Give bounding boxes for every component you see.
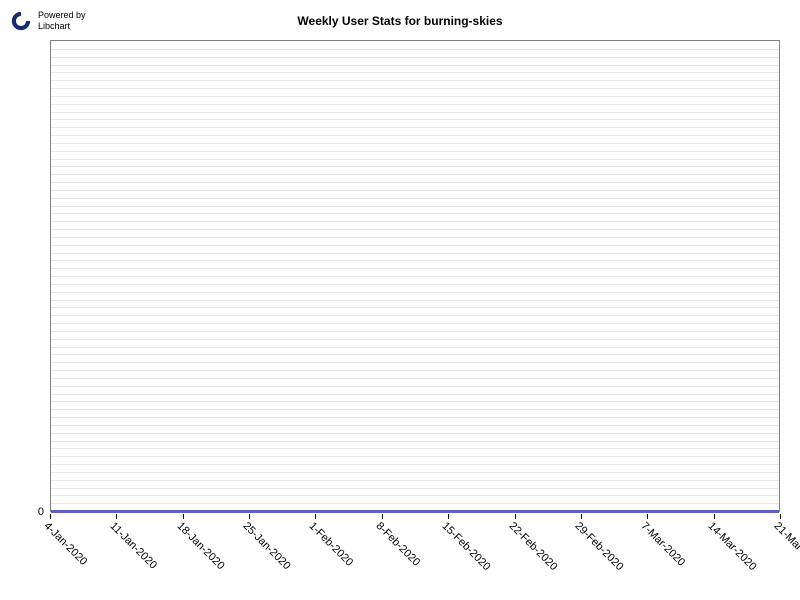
gridline bbox=[51, 503, 779, 504]
gridline bbox=[51, 143, 779, 144]
gridline bbox=[51, 386, 779, 387]
gridline bbox=[51, 323, 779, 324]
x-tick-mark bbox=[515, 514, 516, 519]
x-tick-mark bbox=[448, 514, 449, 519]
gridline bbox=[51, 96, 779, 97]
gridline bbox=[51, 65, 779, 66]
gridline bbox=[51, 88, 779, 89]
x-tick-mark bbox=[714, 514, 715, 519]
gridline bbox=[51, 182, 779, 183]
gridline bbox=[51, 135, 779, 136]
gridline bbox=[51, 448, 779, 449]
gridline bbox=[51, 166, 779, 167]
gridline bbox=[51, 441, 779, 442]
gridline bbox=[51, 104, 779, 105]
x-tick-label: 25-Jan-2020 bbox=[241, 520, 293, 572]
x-tick-mark bbox=[315, 514, 316, 519]
gridline bbox=[51, 112, 779, 113]
gridline bbox=[51, 151, 779, 152]
chart-title: Weekly User Stats for burning-skies bbox=[0, 14, 800, 28]
gridlines bbox=[51, 41, 779, 511]
gridline bbox=[51, 307, 779, 308]
x-tick-mark bbox=[581, 514, 582, 519]
gridline bbox=[51, 456, 779, 457]
plot-frame bbox=[50, 40, 780, 512]
x-tick-label: 8-Feb-2020 bbox=[373, 520, 422, 569]
x-tick-label: 4-Jan-2020 bbox=[42, 520, 90, 568]
gridline bbox=[51, 370, 779, 371]
x-tick-label: 18-Jan-2020 bbox=[174, 520, 226, 572]
x-tick-mark bbox=[780, 514, 781, 519]
gridline bbox=[51, 72, 779, 73]
gridline bbox=[51, 315, 779, 316]
gridline bbox=[51, 292, 779, 293]
x-tick-label: 29-Feb-2020 bbox=[572, 520, 625, 573]
gridline bbox=[51, 300, 779, 301]
x-tick-label: 21-Mar-2020 bbox=[772, 520, 800, 573]
x-tick-mark bbox=[249, 514, 250, 519]
gridline bbox=[51, 401, 779, 402]
x-tick-mark bbox=[116, 514, 117, 519]
x-tick-label: 14-Mar-2020 bbox=[705, 520, 758, 573]
gridline bbox=[51, 119, 779, 120]
gridline bbox=[51, 378, 779, 379]
x-tick-label: 7-Mar-2020 bbox=[639, 520, 688, 569]
gridline bbox=[51, 268, 779, 269]
x-tick-mark bbox=[647, 514, 648, 519]
gridline bbox=[51, 488, 779, 489]
gridline bbox=[51, 237, 779, 238]
gridline bbox=[51, 260, 779, 261]
gridline bbox=[51, 221, 779, 222]
gridline bbox=[51, 80, 779, 81]
gridline bbox=[51, 213, 779, 214]
gridline bbox=[51, 362, 779, 363]
gridline bbox=[51, 495, 779, 496]
x-axis-ticks: 4-Jan-202011-Jan-202018-Jan-202025-Jan-2… bbox=[50, 512, 780, 600]
gridline bbox=[51, 331, 779, 332]
gridline bbox=[51, 159, 779, 160]
x-tick-label: 1-Feb-2020 bbox=[307, 520, 356, 569]
x-tick-mark bbox=[183, 514, 184, 519]
gridline bbox=[51, 417, 779, 418]
gridline bbox=[51, 409, 779, 410]
gridline bbox=[51, 394, 779, 395]
gridline bbox=[51, 174, 779, 175]
x-tick-mark bbox=[50, 514, 51, 519]
gridline bbox=[51, 347, 779, 348]
gridline bbox=[51, 276, 779, 277]
gridline bbox=[51, 425, 779, 426]
plot-area: 0 bbox=[50, 40, 780, 512]
gridline bbox=[51, 480, 779, 481]
x-tick-mark bbox=[382, 514, 383, 519]
gridline bbox=[51, 464, 779, 465]
gridline bbox=[51, 245, 779, 246]
x-tick-label: 15-Feb-2020 bbox=[440, 520, 493, 573]
gridline bbox=[51, 57, 779, 58]
x-tick-label: 22-Feb-2020 bbox=[506, 520, 559, 573]
gridline bbox=[51, 472, 779, 473]
gridline bbox=[51, 253, 779, 254]
gridline bbox=[51, 354, 779, 355]
gridline bbox=[51, 127, 779, 128]
gridline bbox=[51, 206, 779, 207]
gridline bbox=[51, 190, 779, 191]
y-tick-label: 0 bbox=[38, 506, 44, 518]
gridline bbox=[51, 229, 779, 230]
gridline bbox=[51, 339, 779, 340]
gridline bbox=[51, 198, 779, 199]
gridline bbox=[51, 284, 779, 285]
gridline bbox=[51, 49, 779, 50]
gridline bbox=[51, 433, 779, 434]
x-tick-label: 11-Jan-2020 bbox=[108, 520, 160, 572]
